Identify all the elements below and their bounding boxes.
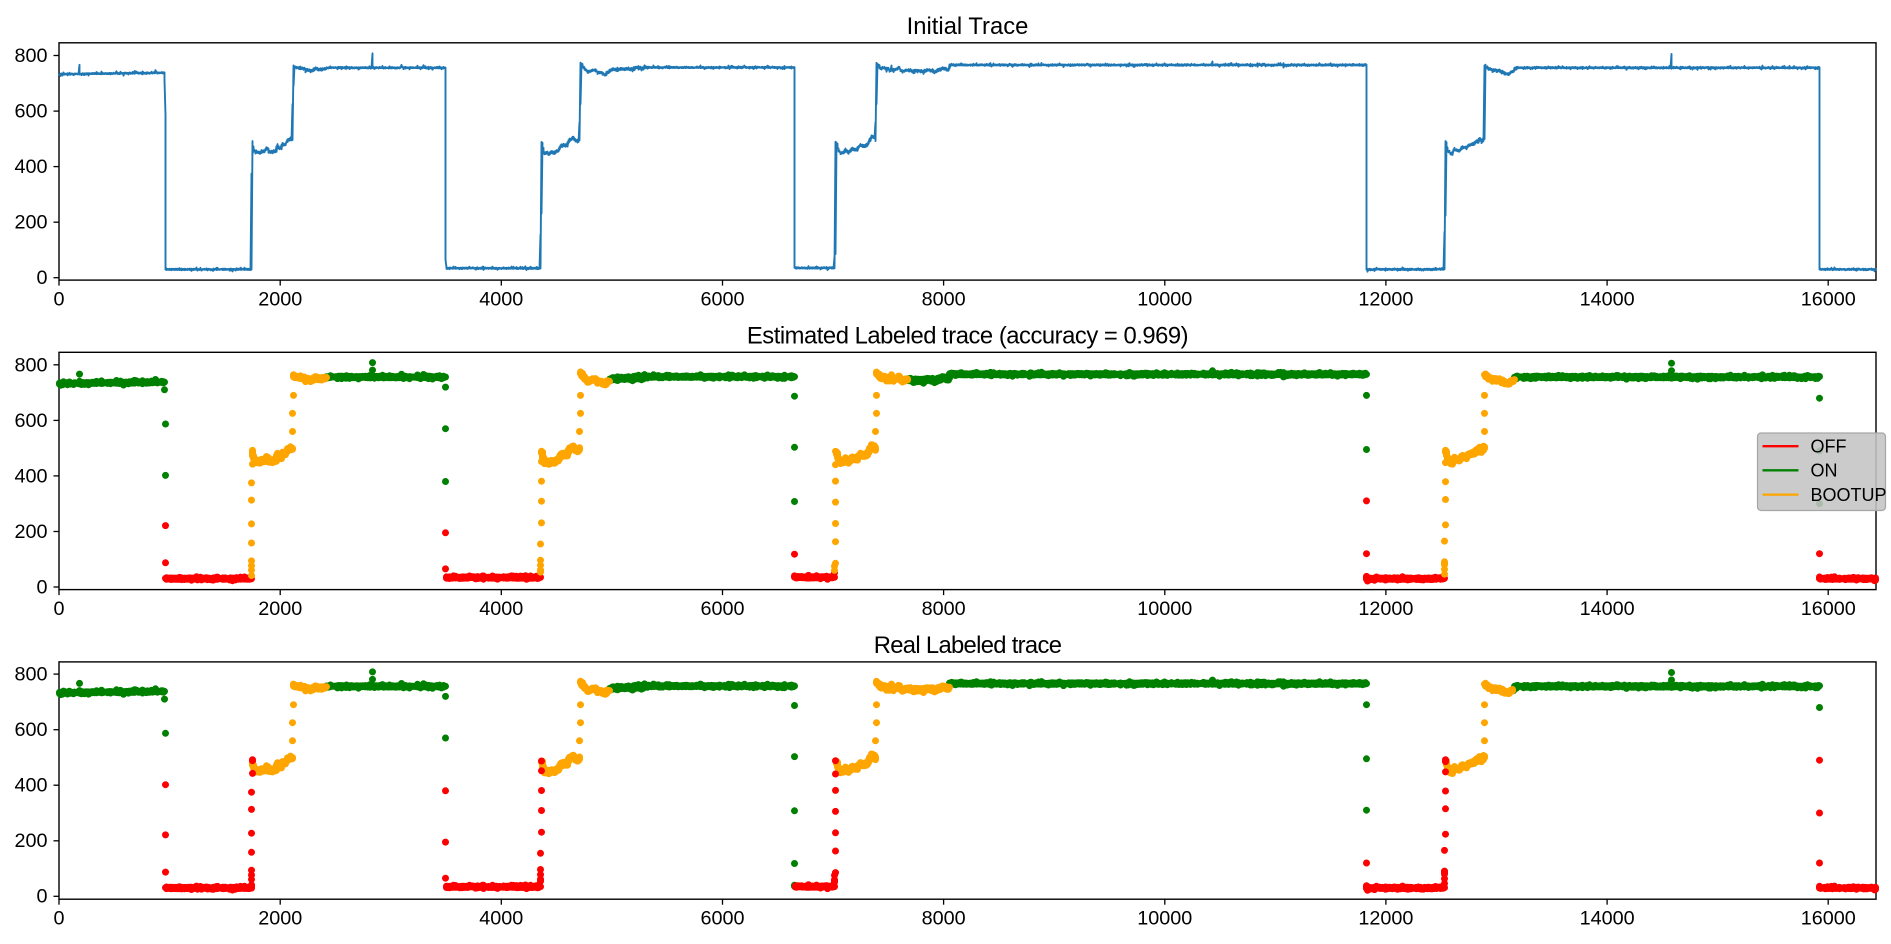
svg-text:Real Labeled trace: Real Labeled trace bbox=[874, 632, 1062, 659]
svg-text:14000: 14000 bbox=[1580, 598, 1635, 620]
svg-text:12000: 12000 bbox=[1358, 907, 1413, 929]
svg-text:Initial Trace: Initial Trace bbox=[907, 13, 1029, 40]
svg-text:200: 200 bbox=[14, 521, 47, 543]
svg-text:0: 0 bbox=[53, 598, 64, 620]
svg-text:4000: 4000 bbox=[479, 288, 523, 310]
svg-text:10000: 10000 bbox=[1137, 907, 1192, 929]
svg-text:ON: ON bbox=[1811, 461, 1838, 481]
svg-text:BOOTUP: BOOTUP bbox=[1811, 485, 1887, 505]
svg-text:6000: 6000 bbox=[700, 598, 744, 620]
svg-text:600: 600 bbox=[14, 719, 47, 741]
svg-text:OFF: OFF bbox=[1811, 437, 1847, 457]
svg-text:14000: 14000 bbox=[1580, 907, 1635, 929]
svg-text:12000: 12000 bbox=[1358, 598, 1413, 620]
svg-text:200: 200 bbox=[14, 830, 47, 852]
svg-text:6000: 6000 bbox=[700, 907, 744, 929]
svg-text:4000: 4000 bbox=[479, 907, 523, 929]
svg-text:400: 400 bbox=[14, 775, 47, 797]
svg-text:600: 600 bbox=[14, 410, 47, 432]
svg-text:16000: 16000 bbox=[1801, 907, 1856, 929]
svg-text:0: 0 bbox=[36, 886, 47, 908]
svg-text:800: 800 bbox=[14, 45, 47, 67]
svg-text:2000: 2000 bbox=[258, 598, 302, 620]
svg-text:0: 0 bbox=[36, 267, 47, 289]
svg-text:10000: 10000 bbox=[1137, 288, 1192, 310]
svg-text:0: 0 bbox=[53, 288, 64, 310]
svg-text:8000: 8000 bbox=[922, 288, 966, 310]
svg-text:800: 800 bbox=[14, 354, 47, 376]
svg-text:600: 600 bbox=[14, 101, 47, 123]
svg-text:800: 800 bbox=[14, 664, 47, 686]
svg-text:16000: 16000 bbox=[1801, 598, 1856, 620]
svg-text:2000: 2000 bbox=[258, 907, 302, 929]
svg-text:12000: 12000 bbox=[1358, 288, 1413, 310]
svg-text:8000: 8000 bbox=[922, 598, 966, 620]
svg-text:Estimated Labeled trace (accur: Estimated Labeled trace (accuracy = 0.96… bbox=[747, 322, 1188, 349]
svg-text:14000: 14000 bbox=[1580, 288, 1635, 310]
svg-text:16000: 16000 bbox=[1801, 288, 1856, 310]
svg-text:10000: 10000 bbox=[1137, 598, 1192, 620]
svg-text:0: 0 bbox=[53, 907, 64, 929]
svg-text:6000: 6000 bbox=[700, 288, 744, 310]
svg-text:4000: 4000 bbox=[479, 598, 523, 620]
svg-text:8000: 8000 bbox=[922, 907, 966, 929]
svg-text:200: 200 bbox=[14, 212, 47, 234]
svg-text:2000: 2000 bbox=[258, 288, 302, 310]
svg-text:400: 400 bbox=[14, 156, 47, 178]
svg-text:0: 0 bbox=[36, 576, 47, 598]
svg-text:400: 400 bbox=[14, 465, 47, 487]
